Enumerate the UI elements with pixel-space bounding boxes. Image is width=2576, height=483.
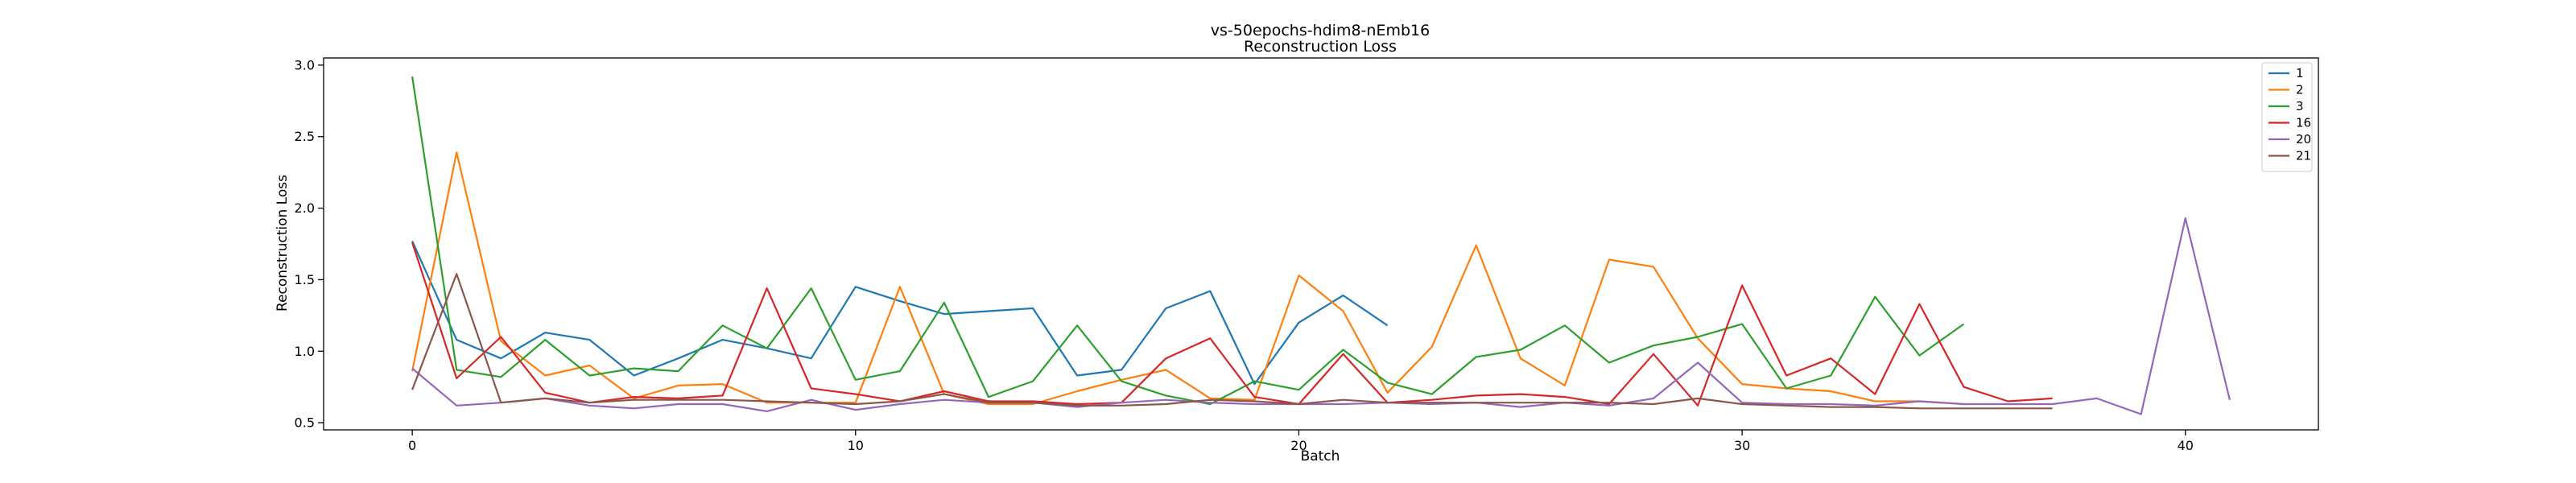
series-lines <box>411 76 2231 415</box>
x-tick-label: 20 <box>1290 438 1307 453</box>
legend-label-2: 2 <box>2296 83 2304 97</box>
legend: 1 2 3 16 20 21 <box>2261 62 2313 172</box>
y-tick-label: 3.0 <box>295 57 315 72</box>
series-line-16 <box>411 242 2053 407</box>
x-tick-label: 10 <box>848 438 864 453</box>
series-line-21 <box>411 273 2053 410</box>
y-tick-label: 1.5 <box>295 272 315 287</box>
chart-subtitle: Reconstruction Loss <box>1244 38 1397 56</box>
y-tick-label: 2.5 <box>295 129 315 144</box>
y-tick-label: 1.0 <box>295 344 315 359</box>
series-line-3 <box>411 76 1965 406</box>
x-axis-label: Batch <box>1301 448 1340 464</box>
legend-label-16: 16 <box>2296 116 2311 130</box>
legend-label-20: 20 <box>2296 132 2311 147</box>
legend-label-21: 21 <box>2296 149 2311 163</box>
legend-label-1: 1 <box>2296 66 2304 80</box>
x-tick-label: 40 <box>2178 438 2194 453</box>
y-axis-label: Reconstruction Loss <box>275 175 291 312</box>
series-line-20 <box>411 217 2231 415</box>
y-tick-label: 2.0 <box>295 200 315 216</box>
x-tick-label: 30 <box>1734 438 1750 453</box>
series-line-1 <box>411 240 1389 386</box>
legend-label-3: 3 <box>2296 99 2304 114</box>
plot-frame <box>323 57 2319 431</box>
x-tick-label: 0 <box>408 438 416 453</box>
y-tick-label: 0.5 <box>295 415 315 431</box>
chart-title: vs-50epochs-hdim8-nEmb16 <box>1211 22 1430 39</box>
axes: 0 10 20 30 40 0.5 1.0 1.5 2.0 2.5 3.0 <box>295 57 2319 453</box>
series-line-2 <box>411 151 1964 406</box>
